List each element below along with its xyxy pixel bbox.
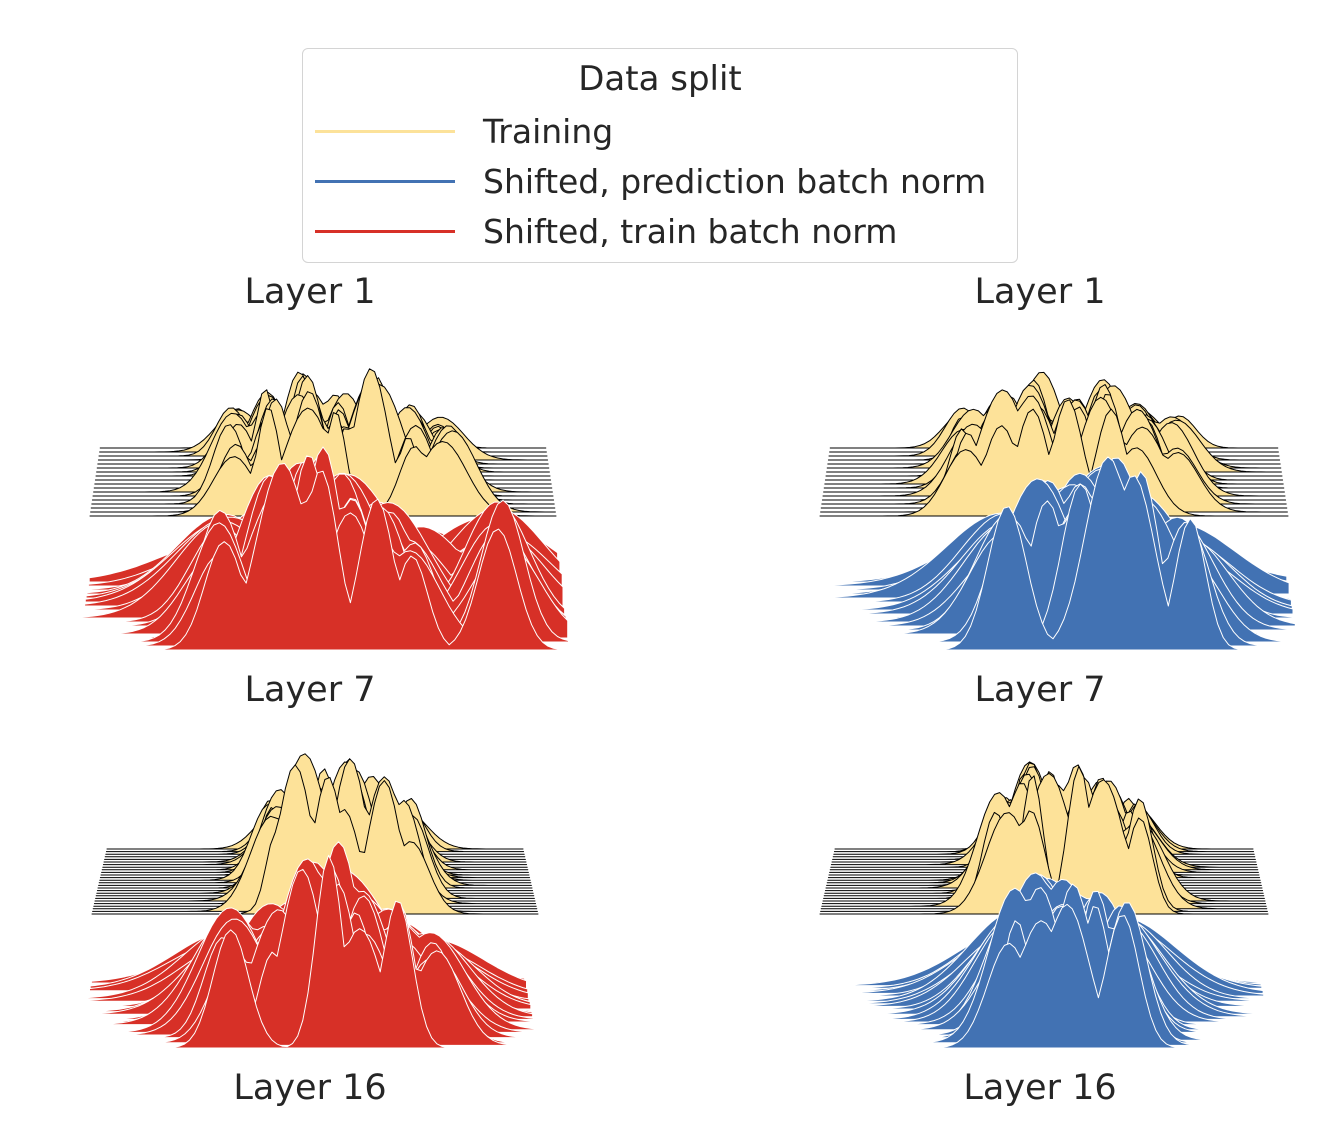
legend: Data split Training Shifted, prediction … (302, 48, 1018, 263)
ridge-training-25 (819, 765, 1269, 915)
legend-line-train (315, 229, 455, 233)
legend-entry-train: Shifted, train batch norm (315, 211, 897, 251)
legend-line-prediction (315, 179, 455, 183)
ridge-shifted-17 (75, 463, 571, 651)
panel-title-left-1: Layer 1 (244, 272, 376, 312)
panel-title-left-7: Layer 7 (244, 670, 376, 710)
legend-label-prediction: Shifted, prediction batch norm (483, 161, 987, 201)
ridge-shifted-25 (805, 903, 1277, 1049)
ridge-panel-2 (805, 371, 1301, 651)
legend-line-training (315, 129, 455, 133)
ridge-shifted-24 (76, 868, 540, 1046)
ridge-panel-4 (805, 761, 1277, 1049)
legend-entry-prediction: Shifted, prediction batch norm (315, 161, 986, 201)
legend-entry-training: Training (315, 111, 613, 151)
ridge-training-17 (819, 399, 1289, 517)
panel-title-right-7: Layer 7 (974, 670, 1106, 710)
ridge-training-25 (91, 764, 539, 915)
ridge-shifted-17 (805, 456, 1301, 651)
panel-title-right-16: Layer 16 (963, 1068, 1117, 1108)
panel-title-right-1: Layer 1 (974, 272, 1106, 312)
legend-title: Data split (578, 59, 742, 99)
legend-label-training: Training (483, 111, 614, 151)
legend-label-train: Shifted, train batch norm (483, 211, 898, 251)
ridge-shifted-25 (75, 854, 541, 1049)
ridge-panel-1 (75, 368, 571, 651)
panel-title-left-16: Layer 16 (233, 1068, 387, 1108)
ridge-panel-3 (75, 753, 541, 1049)
